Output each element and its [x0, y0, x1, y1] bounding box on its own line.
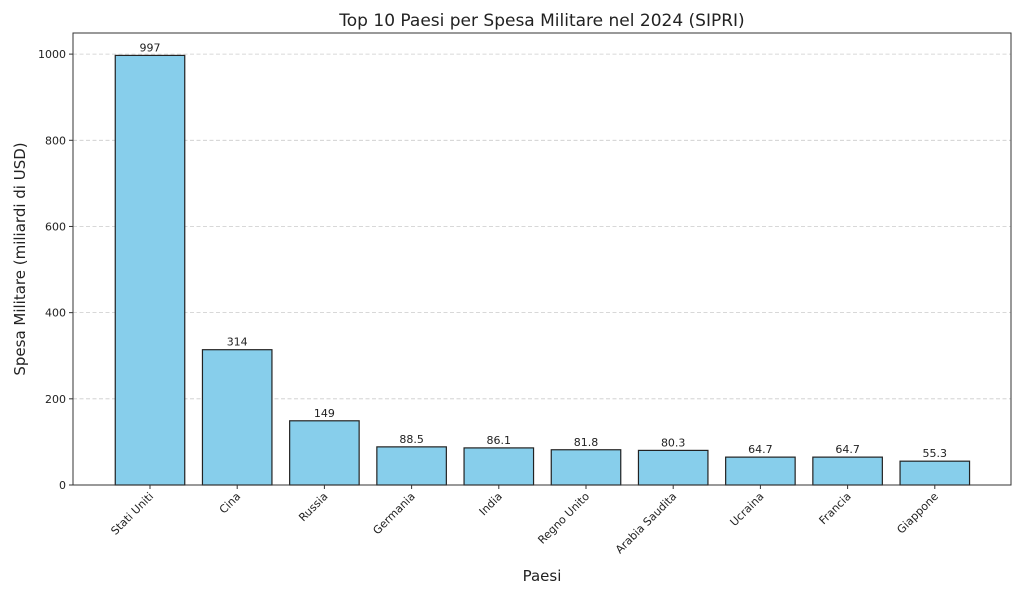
bar	[812, 456, 883, 486]
x-tick-label: Stati Uniti	[108, 490, 156, 538]
bar-value-label: 997	[140, 41, 161, 54]
chart-title: Top 10 Paesi per Spesa Militare nel 2024…	[338, 11, 744, 31]
plot-frame	[72, 32, 1012, 486]
bar	[114, 54, 186, 486]
y-tick-label: 1000	[38, 48, 66, 61]
bar-value-labels: 997 314 149 88.5 86.1 81.8 80.3 64.7 64.7 55.3	[140, 41, 948, 460]
y-tick-label: 600	[45, 220, 66, 233]
x-tick-label: Arabia Saudita	[613, 490, 679, 556]
x-axis-label: Paesi	[523, 567, 562, 585]
bar-value-label: 64.7	[748, 443, 773, 456]
bar	[637, 449, 709, 486]
bar-value-label: 80.3	[661, 436, 686, 449]
x-axis-ticks: Stati Uniti Cina Russia Germania India Regno …	[108, 485, 941, 556]
bar-value-label: 86.1	[487, 434, 512, 447]
bar-value-label: 81.8	[574, 436, 599, 449]
x-tick-label: India	[477, 490, 505, 518]
bar	[899, 460, 971, 486]
x-tick-label: Ucraina	[728, 490, 767, 529]
bar	[289, 420, 360, 486]
bar-value-label: 314	[227, 336, 248, 349]
bars	[114, 54, 971, 486]
x-tick-label: Francia	[817, 490, 854, 527]
bar-value-label: 88.5	[399, 433, 424, 446]
y-tick-label: 200	[45, 393, 66, 406]
x-tick-label: Cina	[217, 490, 243, 516]
y-axis-label: Spesa Militare (miliardi di USD)	[11, 142, 29, 375]
grid-lines	[73, 53, 1011, 400]
y-tick-label: 400	[45, 307, 66, 320]
bar	[201, 349, 273, 486]
bar	[463, 447, 535, 486]
x-tick-label: Germania	[370, 490, 417, 537]
bar	[376, 446, 447, 486]
bar	[725, 456, 796, 486]
bar-value-label: 64.7	[835, 443, 860, 456]
y-tick-label: 800	[45, 134, 66, 147]
bar-value-label: 149	[314, 407, 335, 420]
y-tick-label: 0	[59, 479, 66, 492]
x-tick-label: Regno Unito	[535, 490, 592, 547]
bar-value-label: 55.3	[923, 447, 948, 460]
y-axis-ticks: 0 200 400 600 800 1000	[38, 48, 73, 492]
x-tick-label: Russia	[296, 490, 330, 524]
x-tick-label: Giappone	[894, 490, 941, 537]
bar	[550, 449, 622, 486]
